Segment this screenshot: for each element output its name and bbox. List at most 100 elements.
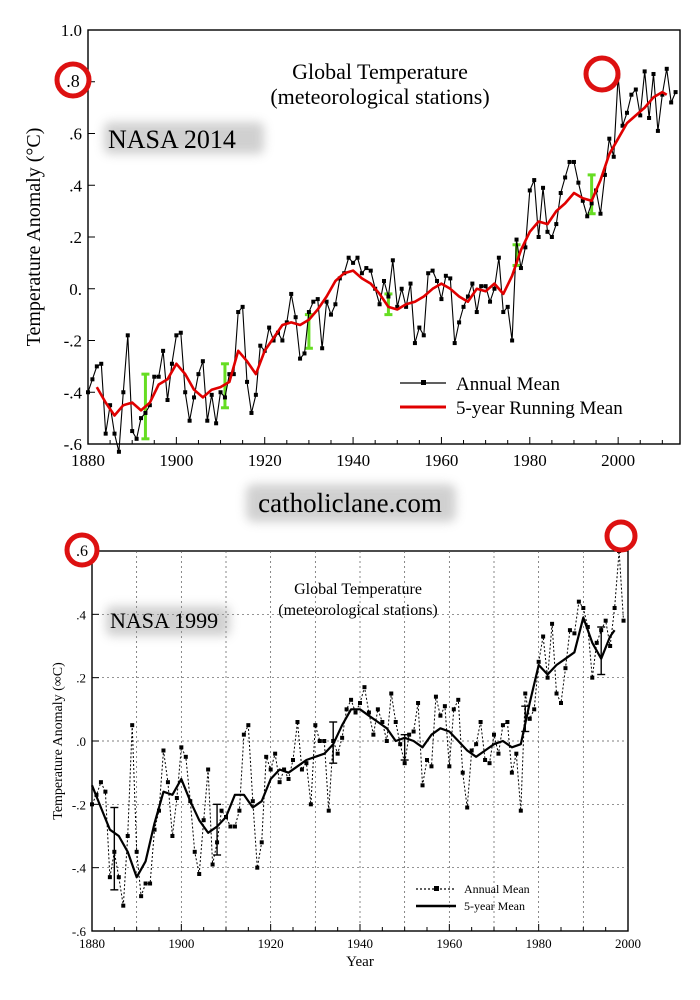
x-tick-label: 1900 [168,936,194,951]
data-point [237,808,242,813]
data-point [156,374,161,379]
data-point [255,865,260,870]
data-point [169,361,174,366]
data-point [412,341,417,346]
data-point [353,710,358,715]
data-point [326,808,331,813]
data-point [532,178,537,183]
data-point [232,824,237,829]
data-point [377,302,382,307]
data-point [421,333,426,338]
data-point [148,881,153,886]
data-point [258,343,263,348]
error-bars-1999 [110,626,606,891]
x-tick-label: 1960 [424,451,458,470]
data-point [563,175,568,180]
data-point [492,286,497,291]
data-point [295,720,300,724]
highlight-label-1999: .6 [76,543,88,560]
data-point [134,849,139,854]
y-axis-label-1999: Temperature Anomaly (∞C) [51,662,66,820]
data-point [398,742,403,747]
data-point [572,631,577,636]
chart-title-1999: Global Temperature [294,581,422,598]
data-point [559,701,563,705]
data-point [165,398,170,403]
data-point [399,286,404,291]
x-tick-label: 1900 [159,451,193,470]
data-point [359,271,364,276]
y-tick-label: .2 [69,228,82,247]
data-point [174,333,179,338]
data-point [438,713,443,718]
data-point [152,374,157,379]
y-tick-label: .6 [69,125,82,144]
running-mean-line [95,90,668,417]
data-point [523,245,528,250]
highlight-marker-left-2014: .8 [54,61,92,99]
data-point [130,429,135,434]
data-point [320,346,325,351]
data-point [460,770,465,775]
data-point [183,390,188,395]
data-point [594,640,599,645]
highlight-marker-left-1999: .6 [64,532,100,568]
data-point [351,260,356,265]
data-point [197,872,202,876]
data-point [236,310,241,315]
data-point [317,739,322,743]
legend-label-annual-1999: Annual Mean [464,882,530,896]
data-point [479,284,484,289]
data-point [231,372,236,377]
data-point [362,685,367,690]
highlight-marker-peak-2014 [583,55,621,93]
data-point [488,299,493,304]
data-point [384,739,389,743]
data-point [408,281,413,286]
data-point [647,115,652,120]
y-tick-label: -.2 [64,332,82,351]
data-point [443,273,448,278]
data-point [426,271,431,276]
chart-1999: 1880 1900 1920 1940 1960 1980 2000 -.6 -.4 -.2 .0.… [51,519,641,970]
data-point [492,732,496,737]
gridlines-1999 [92,551,628,931]
data-point [518,266,523,271]
data-point [629,92,634,97]
data-point [335,751,340,756]
data-point [306,310,311,315]
data-point [576,180,581,185]
data-point [514,751,519,756]
data-point [103,431,108,436]
data-point [461,304,466,309]
data-point [112,431,117,436]
data-point [509,770,514,775]
data-point [386,294,391,299]
data-point [478,720,483,724]
data-point [112,849,117,854]
data-point [451,707,456,712]
data-point [607,136,612,141]
data-point [425,758,429,762]
y-tick-label: .4 [76,607,86,622]
data-point [429,764,434,769]
data-point [536,235,541,239]
data-point [611,154,616,159]
chart-subtitle-2014: (meteorological stations) [270,84,489,109]
chart-subtitle-1999: (meteorological stations) [278,602,438,619]
data-point [496,255,501,260]
data-point [452,341,457,346]
data-point [523,691,528,696]
data-point [246,723,251,728]
data-point [200,359,205,364]
data-point [209,392,214,397]
data-point [655,128,660,133]
data-point [366,710,371,715]
data-point [390,258,395,263]
data-point [206,767,211,772]
data-point [433,694,438,699]
data-point [222,395,227,400]
data-point [215,840,220,845]
data-point [496,751,501,756]
data-point [402,761,407,766]
